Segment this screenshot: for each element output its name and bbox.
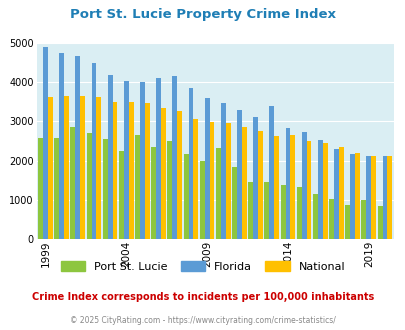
- Bar: [215, 148, 220, 239]
- Bar: [204, 98, 209, 239]
- Bar: [124, 81, 128, 239]
- Bar: [360, 200, 365, 239]
- Bar: [43, 47, 48, 239]
- Bar: [128, 102, 133, 239]
- Bar: [38, 138, 43, 239]
- Bar: [269, 106, 273, 239]
- Bar: [135, 135, 140, 239]
- Bar: [232, 167, 237, 239]
- Bar: [345, 205, 349, 239]
- Bar: [285, 128, 290, 239]
- Bar: [96, 97, 101, 239]
- Bar: [167, 141, 172, 239]
- Bar: [119, 151, 124, 239]
- Bar: [112, 102, 117, 239]
- Bar: [225, 123, 230, 239]
- Bar: [188, 88, 193, 239]
- Bar: [64, 96, 69, 239]
- Bar: [354, 153, 359, 239]
- Text: © 2025 CityRating.com - https://www.cityrating.com/crime-statistics/: © 2025 CityRating.com - https://www.city…: [70, 316, 335, 325]
- Bar: [75, 56, 80, 239]
- Bar: [241, 126, 246, 239]
- Bar: [156, 78, 161, 239]
- Bar: [338, 147, 343, 239]
- Bar: [172, 76, 177, 239]
- Bar: [140, 82, 145, 239]
- Bar: [59, 53, 64, 239]
- Bar: [301, 132, 306, 239]
- Bar: [48, 97, 53, 239]
- Bar: [193, 119, 198, 239]
- Bar: [145, 103, 149, 239]
- Bar: [312, 194, 317, 239]
- Bar: [91, 63, 96, 239]
- Bar: [177, 111, 181, 239]
- Bar: [102, 139, 107, 239]
- Bar: [365, 156, 370, 239]
- Bar: [306, 142, 311, 239]
- Bar: [54, 138, 59, 239]
- Bar: [209, 122, 214, 239]
- Bar: [296, 187, 301, 239]
- Bar: [237, 111, 241, 239]
- Bar: [248, 182, 253, 239]
- Bar: [220, 103, 225, 239]
- Bar: [161, 108, 166, 239]
- Bar: [183, 154, 188, 239]
- Legend: Port St. Lucie, Florida, National: Port St. Lucie, Florida, National: [60, 261, 345, 272]
- Bar: [80, 96, 85, 239]
- Bar: [328, 199, 333, 239]
- Text: Crime Index corresponds to incidents per 100,000 inhabitants: Crime Index corresponds to incidents per…: [32, 292, 373, 302]
- Bar: [322, 144, 327, 239]
- Bar: [386, 156, 391, 239]
- Bar: [333, 149, 338, 239]
- Bar: [280, 185, 285, 239]
- Bar: [107, 76, 112, 239]
- Bar: [264, 182, 269, 239]
- Bar: [349, 154, 354, 239]
- Bar: [377, 206, 382, 239]
- Bar: [317, 140, 322, 239]
- Text: Port St. Lucie Property Crime Index: Port St. Lucie Property Crime Index: [70, 8, 335, 21]
- Bar: [86, 133, 91, 239]
- Bar: [370, 156, 375, 239]
- Bar: [70, 126, 75, 239]
- Bar: [290, 135, 294, 239]
- Bar: [199, 161, 204, 239]
- Bar: [382, 156, 386, 239]
- Bar: [151, 147, 156, 239]
- Bar: [258, 131, 262, 239]
- Bar: [253, 117, 258, 239]
- Bar: [273, 136, 278, 239]
